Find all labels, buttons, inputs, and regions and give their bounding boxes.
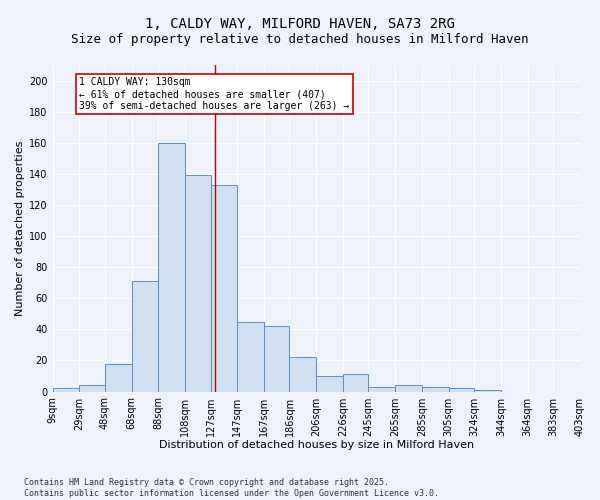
Bar xyxy=(343,374,368,392)
Bar xyxy=(368,387,395,392)
Bar xyxy=(422,387,449,392)
Bar xyxy=(211,185,237,392)
Bar xyxy=(53,388,79,392)
Bar xyxy=(185,176,211,392)
Bar xyxy=(264,326,289,392)
Text: 1 CALDY WAY: 130sqm
← 61% of detached houses are smaller (407)
39% of semi-detac: 1 CALDY WAY: 130sqm ← 61% of detached ho… xyxy=(79,78,350,110)
Bar xyxy=(449,388,474,392)
Text: Size of property relative to detached houses in Milford Haven: Size of property relative to detached ho… xyxy=(71,32,529,46)
Bar xyxy=(237,322,264,392)
Text: 1, CALDY WAY, MILFORD HAVEN, SA73 2RG: 1, CALDY WAY, MILFORD HAVEN, SA73 2RG xyxy=(145,18,455,32)
Bar xyxy=(316,376,343,392)
Bar xyxy=(105,364,131,392)
Bar xyxy=(158,143,185,392)
Bar xyxy=(395,386,422,392)
Text: Contains HM Land Registry data © Crown copyright and database right 2025.
Contai: Contains HM Land Registry data © Crown c… xyxy=(24,478,439,498)
Bar xyxy=(131,281,158,392)
Y-axis label: Number of detached properties: Number of detached properties xyxy=(15,140,25,316)
Bar xyxy=(474,390,501,392)
Bar xyxy=(79,386,105,392)
Bar xyxy=(289,358,316,392)
X-axis label: Distribution of detached houses by size in Milford Haven: Distribution of detached houses by size … xyxy=(159,440,474,450)
